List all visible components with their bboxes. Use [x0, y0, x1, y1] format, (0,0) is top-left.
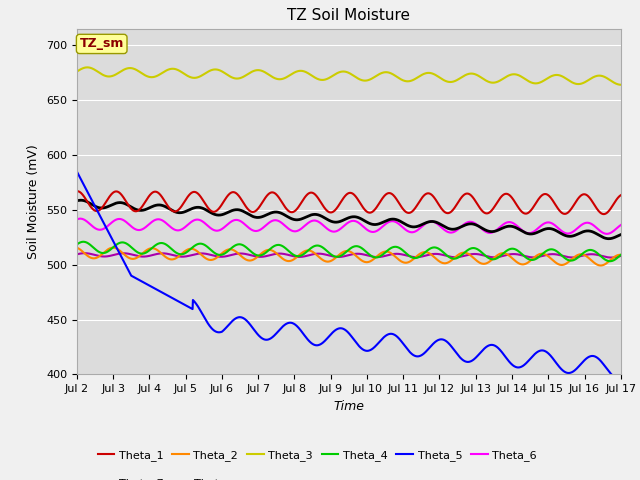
Theta_6	[115, 216, 123, 222]
Theta_4	[316, 243, 323, 249]
Theta_6	[603, 231, 611, 237]
Theta_2	[137, 252, 145, 258]
Theta_7	[617, 253, 625, 259]
Line: Theta_5: Theta_5	[77, 171, 621, 379]
Theta_1	[617, 192, 625, 198]
Theta_2	[115, 247, 123, 253]
Theta_4	[325, 250, 333, 256]
Theta_2	[73, 245, 81, 251]
Theta_5	[617, 375, 625, 381]
Theta_avg	[325, 217, 333, 223]
Theta_avg	[77, 197, 84, 203]
Theta_7	[607, 255, 615, 261]
Theta_3	[304, 70, 312, 76]
Theta_5	[73, 168, 81, 174]
Theta_4	[304, 248, 312, 253]
Theta_2	[617, 252, 625, 258]
Theta_avg	[617, 232, 625, 238]
Theta_3	[617, 82, 625, 88]
Theta_6	[77, 216, 84, 221]
Title: TZ Soil Moisture: TZ Soil Moisture	[287, 9, 410, 24]
Theta_avg	[138, 207, 145, 213]
Theta_1	[138, 204, 145, 210]
Theta_1	[115, 190, 123, 195]
Theta_3	[83, 64, 91, 70]
Theta_5	[304, 336, 312, 342]
Legend: Theta_7, Theta_avg: Theta_7, Theta_avg	[93, 473, 256, 480]
Theta_7	[304, 252, 312, 258]
Theta_6	[138, 227, 145, 232]
Line: Theta_6: Theta_6	[77, 218, 621, 234]
Line: Theta_2: Theta_2	[77, 248, 621, 265]
Theta_5	[115, 249, 123, 255]
Theta_1	[304, 191, 312, 197]
Theta_7	[325, 252, 333, 258]
Theta_6	[316, 219, 323, 225]
Theta_4	[617, 252, 625, 258]
Theta_avg	[73, 198, 81, 204]
Theta_5	[615, 376, 623, 382]
Theta_2	[304, 248, 312, 253]
Theta_7	[81, 250, 88, 256]
Theta_4	[138, 251, 145, 256]
Theta_6	[325, 227, 333, 233]
Theta_3	[325, 75, 333, 81]
Theta_3	[115, 70, 123, 75]
Theta_3	[316, 77, 323, 83]
X-axis label: Time: Time	[333, 400, 364, 413]
Theta_4	[73, 241, 81, 247]
Line: Theta_4: Theta_4	[77, 242, 621, 261]
Y-axis label: Soil Moisture (mV): Soil Moisture (mV)	[28, 144, 40, 259]
Theta_1	[73, 188, 81, 194]
Theta_4	[115, 240, 123, 246]
Theta_3	[138, 70, 145, 76]
Theta_7	[383, 252, 390, 258]
Theta_6	[383, 220, 390, 226]
Theta_2	[597, 263, 605, 268]
Theta_6	[617, 222, 625, 228]
Theta_2	[383, 249, 390, 254]
Theta_3	[383, 69, 390, 75]
Line: Theta_1: Theta_1	[77, 191, 621, 214]
Theta_4	[606, 258, 614, 264]
Theta_5	[325, 334, 333, 340]
Theta_5	[383, 333, 390, 338]
Line: Theta_7: Theta_7	[77, 253, 621, 258]
Theta_7	[73, 252, 81, 257]
Theta_1	[316, 197, 323, 203]
Text: TZ_sm: TZ_sm	[79, 37, 124, 50]
Theta_1	[600, 211, 607, 217]
Line: Theta_3: Theta_3	[77, 67, 621, 85]
Theta_avg	[316, 212, 323, 218]
Theta_1	[74, 188, 81, 194]
Theta_avg	[383, 217, 390, 223]
Theta_4	[383, 248, 390, 254]
Theta_7	[115, 251, 123, 256]
Theta_2	[325, 259, 333, 264]
Theta_5	[315, 342, 323, 348]
Theta_avg	[115, 200, 123, 205]
Theta_1	[325, 209, 333, 215]
Line: Theta_avg: Theta_avg	[77, 200, 621, 239]
Theta_1	[383, 191, 390, 197]
Theta_6	[73, 216, 81, 222]
Theta_4	[79, 239, 87, 245]
Theta_avg	[304, 213, 312, 219]
Theta_3	[73, 69, 81, 74]
Theta_7	[138, 253, 145, 259]
Theta_5	[137, 278, 145, 284]
Theta_avg	[605, 236, 612, 241]
Theta_2	[315, 254, 323, 260]
Theta_6	[304, 220, 312, 226]
Theta_7	[316, 251, 323, 256]
